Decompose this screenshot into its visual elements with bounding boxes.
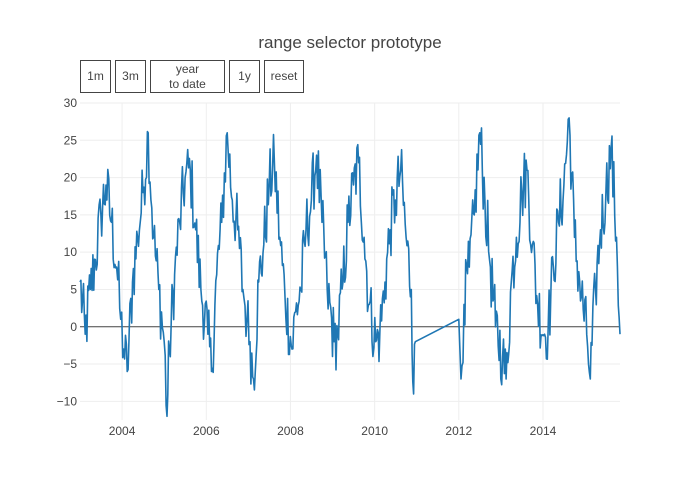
range-button-reset[interactable]: reset	[264, 60, 304, 93]
x-tick-label: 2006	[193, 424, 220, 438]
y-tick-label: −5	[63, 357, 77, 371]
y-axis-ticks: −10 −5 0 5 10 15 20 25 30	[57, 96, 78, 408]
series-line-0	[79, 117, 621, 418]
x-tick-label: 2008	[277, 424, 304, 438]
range-button-1y[interactable]: 1y	[229, 60, 260, 93]
range-button-1m[interactable]: 1m	[80, 60, 111, 93]
x-tick-label: 2004	[109, 424, 136, 438]
x-tick-label: 2012	[445, 424, 472, 438]
y-tick-label: 20	[64, 171, 78, 185]
y-tick-label: 30	[64, 96, 78, 110]
y-tick-label: 25	[64, 133, 78, 147]
range-button-3m[interactable]: 3m	[115, 60, 146, 93]
chart-title: range selector prototype	[258, 33, 442, 52]
y-tick-label: −10	[57, 394, 78, 408]
y-tick-label: 10	[64, 245, 78, 259]
x-tick-label: 2014	[530, 424, 557, 438]
range-button-year-to-date[interactable]: year to date	[150, 60, 225, 93]
series-group	[79, 117, 621, 418]
x-tick-label: 2010	[361, 424, 388, 438]
gridlines	[80, 102, 620, 420]
y-tick-label: 5	[70, 282, 77, 296]
y-tick-label: 15	[64, 208, 78, 222]
x-axis-ticks: 2004 2006 2008 2010 2012 2014	[109, 424, 557, 438]
y-tick-label: 0	[70, 320, 77, 334]
